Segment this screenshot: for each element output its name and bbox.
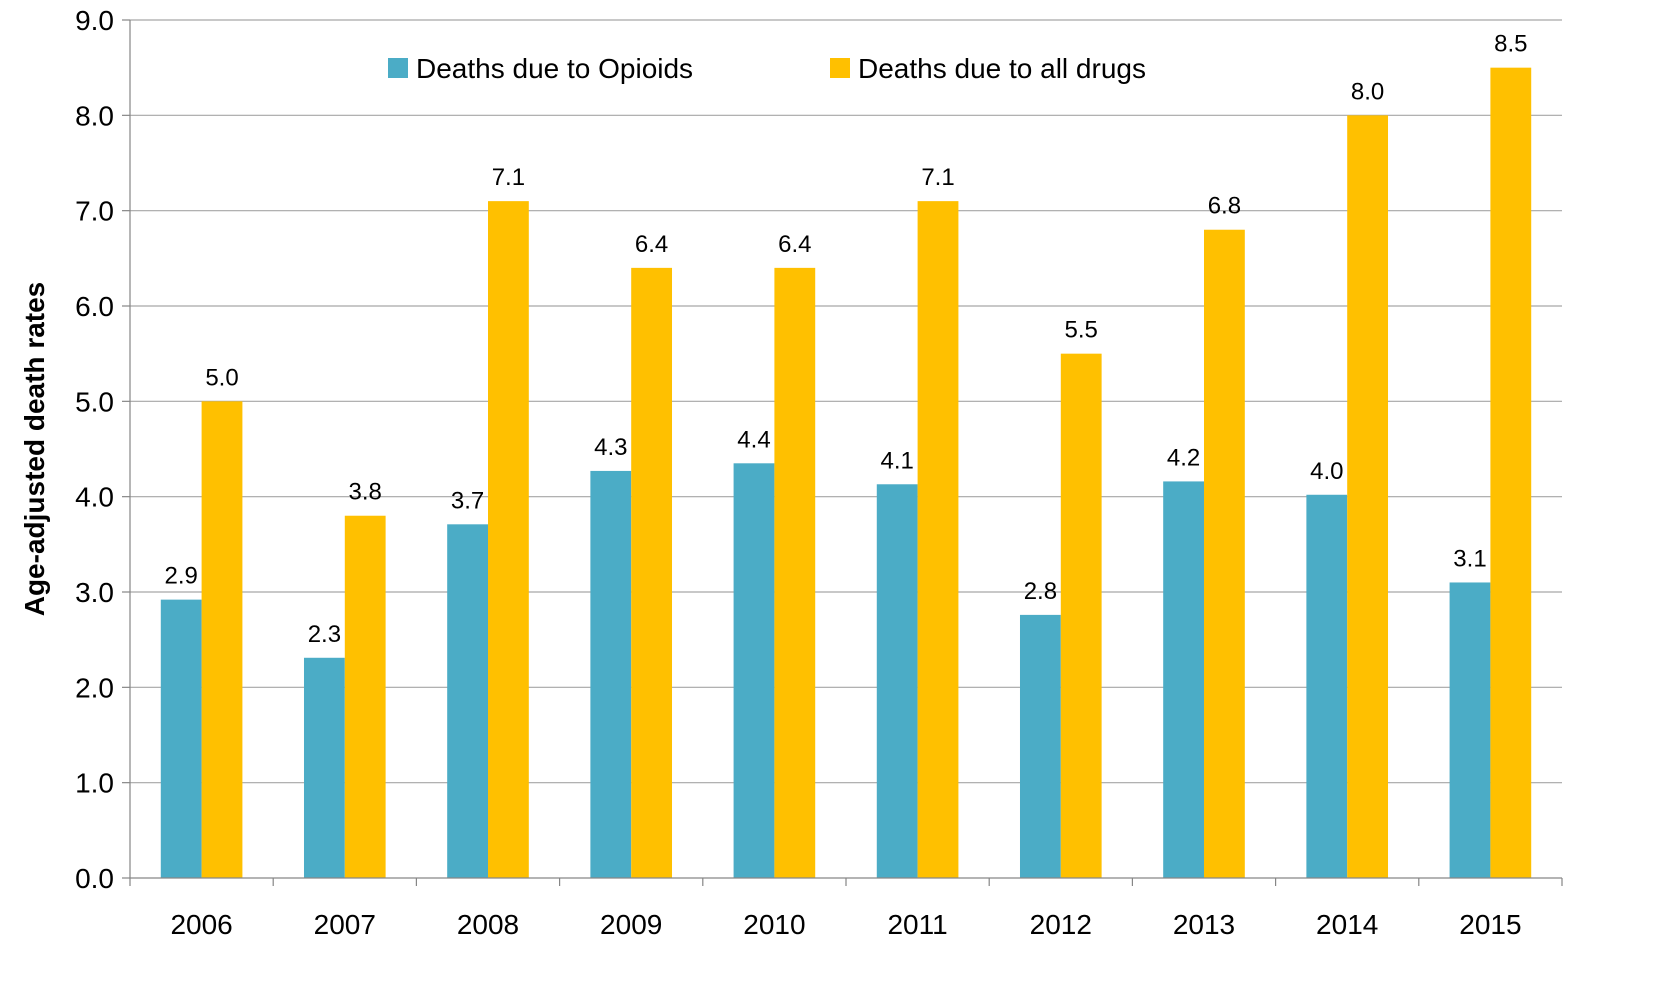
bar-opioids-2012 xyxy=(1019,614,1061,878)
x-tick-label: 2011 xyxy=(887,909,947,940)
data-label: 7.1 xyxy=(921,164,954,191)
bar-all-drugs-2009 xyxy=(631,267,673,878)
bar-all-drugs-2008 xyxy=(488,201,529,879)
y-tick-label: 7.0 xyxy=(75,196,114,227)
bar-opioids-2007 xyxy=(303,657,345,878)
data-label: 5.0 xyxy=(205,364,238,391)
bar-all-drugs-2011 xyxy=(917,201,959,879)
data-label: 2.9 xyxy=(165,563,198,590)
bar-opioids-2006 xyxy=(160,599,202,878)
data-label: 2.8 xyxy=(1024,578,1057,605)
bar-all-drugs-2010 xyxy=(774,267,816,878)
bar-all-drugs-2013 xyxy=(1204,229,1245,878)
bar-opioids-2013 xyxy=(1163,481,1204,878)
legend-swatch xyxy=(388,58,408,78)
y-axis-title: Age-adjusted death rates xyxy=(19,282,50,617)
bar-opioids-2015 xyxy=(1449,582,1491,878)
x-tick-label: 2012 xyxy=(1030,909,1092,940)
bar-opioids-2014 xyxy=(1306,494,1348,878)
x-tick-label: 2008 xyxy=(457,909,519,940)
y-tick-label: 6.0 xyxy=(75,291,114,322)
data-label: 3.8 xyxy=(349,479,382,506)
data-label: 8.5 xyxy=(1494,31,1527,58)
bar-opioids-2009 xyxy=(590,470,632,878)
data-label: 7.1 xyxy=(492,164,525,191)
data-label: 5.5 xyxy=(1065,317,1098,344)
legend-label: Deaths due to Opioids xyxy=(416,53,693,84)
bar-opioids-2010 xyxy=(733,463,775,878)
x-tick-label: 2006 xyxy=(170,909,232,940)
y-tick-label: 8.0 xyxy=(75,100,114,131)
data-label: 3.1 xyxy=(1453,545,1486,572)
y-tick-label: 3.0 xyxy=(75,577,114,608)
data-label: 4.3 xyxy=(594,434,627,461)
legend: Deaths due to Opioids Deaths due to all d… xyxy=(388,53,1146,84)
data-label: 4.0 xyxy=(1310,458,1343,485)
data-label: 6.4 xyxy=(778,231,811,258)
bar-all-drugs-2012 xyxy=(1060,353,1102,879)
data-label: 4.2 xyxy=(1167,444,1200,471)
data-label: 4.1 xyxy=(881,447,914,474)
y-tick-label: 9.0 xyxy=(75,5,114,36)
bar-opioids-2008 xyxy=(447,524,488,878)
bar-all-drugs-2007 xyxy=(344,515,386,878)
x-tick-label: 2009 xyxy=(600,909,662,940)
x-tick-label: 2013 xyxy=(1173,909,1235,940)
data-label: 8.0 xyxy=(1351,78,1384,105)
y-tick-label: 5.0 xyxy=(75,386,114,417)
y-tick-label: 1.0 xyxy=(75,768,114,799)
x-tick-label: 2015 xyxy=(1459,909,1521,940)
x-tick-label: 2010 xyxy=(743,909,805,940)
data-label: 4.4 xyxy=(737,426,770,453)
data-label: 6.4 xyxy=(635,231,668,258)
x-axis: 2006 2007 2008 2009 2010 2011 2012 2013 2014 2015 xyxy=(129,877,1563,940)
bar-all-drugs-2014 xyxy=(1347,115,1389,879)
legend-swatch xyxy=(830,58,850,78)
x-tick-label: 2007 xyxy=(314,909,376,940)
legend-label: Deaths due to all drugs xyxy=(858,53,1146,84)
y-axis-ticks: 0.0 1.0 2.0 3.0 4.0 5.0 6.0 7.0 8.0 9.0 xyxy=(75,5,131,894)
y-tick-label: 2.0 xyxy=(75,672,114,703)
bar-all-drugs-2006 xyxy=(201,401,243,878)
bar-all-drugs-2015 xyxy=(1490,67,1532,878)
bar-opioids-2011 xyxy=(876,484,918,878)
data-label: 3.7 xyxy=(451,487,484,514)
data-label: 6.8 xyxy=(1208,193,1241,220)
y-tick-label: 0.0 xyxy=(75,863,114,894)
x-tick-label: 2014 xyxy=(1316,909,1378,940)
y-tick-label: 4.0 xyxy=(75,482,114,513)
data-labels: 2.9 5.0 2.3 3.8 3.7 7.1 4.3 6.4 4.4 6.4 4.1 7.1 2.8 5… xyxy=(165,31,1528,648)
bars xyxy=(160,67,1532,879)
data-label: 2.3 xyxy=(308,621,341,648)
